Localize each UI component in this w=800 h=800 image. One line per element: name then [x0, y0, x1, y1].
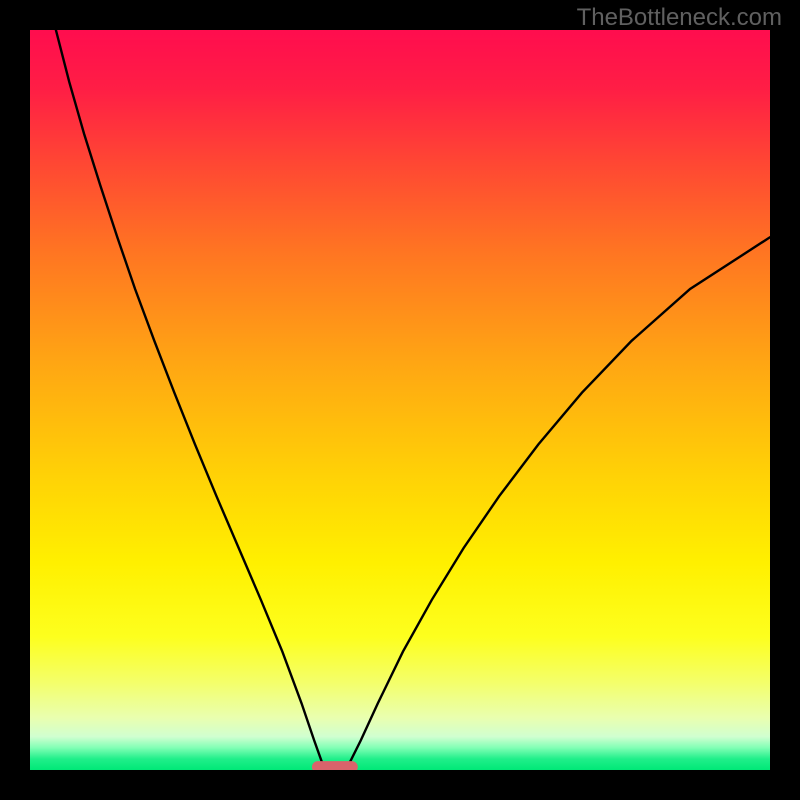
chart-svg: [30, 30, 770, 770]
watermark-text: TheBottleneck.com: [577, 4, 782, 32]
vertex-marker: [312, 761, 358, 770]
plot-area: [30, 30, 770, 770]
chart-root: TheBottleneck.com: [0, 0, 800, 800]
